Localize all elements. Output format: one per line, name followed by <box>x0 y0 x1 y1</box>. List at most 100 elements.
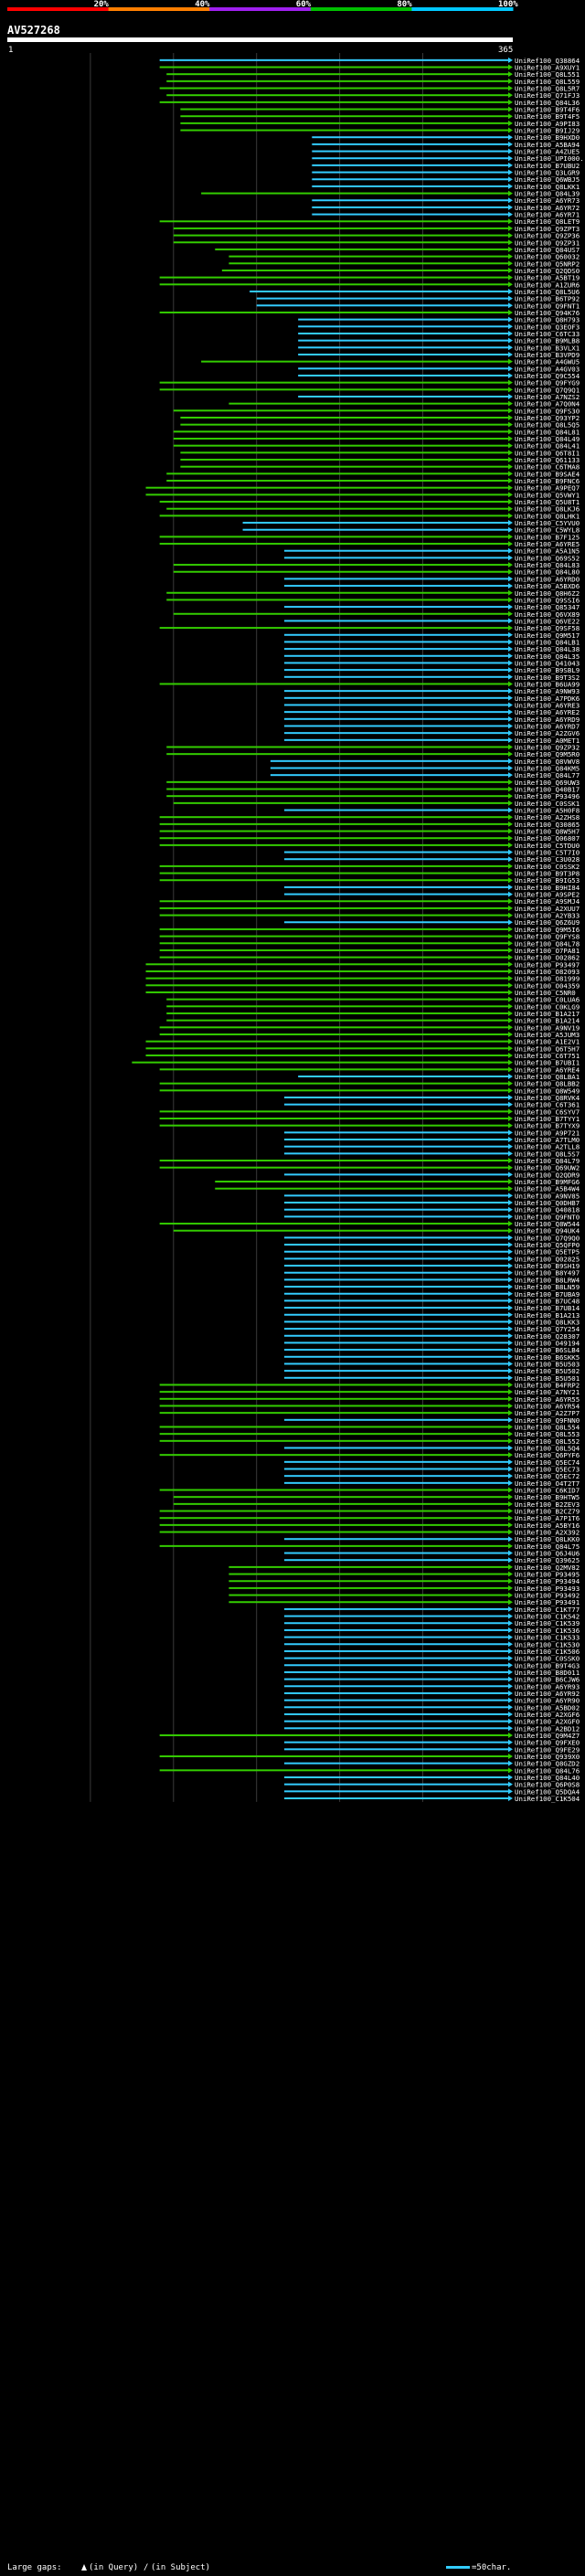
hit-label[interactable]: UniRef100_Q30865 <box>515 821 580 829</box>
hit-label[interactable]: UniRef100_A1ZUR6 <box>515 281 580 289</box>
hit-label[interactable]: UniRef100_Q6Z6U9 <box>515 918 580 927</box>
hit-label[interactable]: UniRef100_Q84L38 <box>515 645 580 653</box>
hit-label[interactable]: UniRef100_B1A214 <box>515 1017 580 1025</box>
hit-label[interactable]: UniRef100_Q7Q9Q0 <box>515 1234 580 1242</box>
hit-label[interactable]: UniRef100_A2XGF0 <box>515 1718 580 1726</box>
hit-label[interactable]: UniRef100_O7PA81 <box>515 947 580 955</box>
hit-label[interactable]: UniRef100_Q84L80 <box>515 568 580 577</box>
hit-label[interactable]: UniRef100_Q9FNT1 <box>515 302 580 310</box>
hit-label[interactable]: UniRef100_Q9FNT0 <box>515 1213 580 1221</box>
hit-label[interactable]: UniRef100_Q6P0S8 <box>515 1781 580 1789</box>
hit-label[interactable]: UniRef100_A0MET1 <box>515 737 580 745</box>
hit-label[interactable]: UniRef100_Q6T8I1 <box>515 449 580 457</box>
hit-label[interactable]: UniRef100_O49194 <box>515 1339 580 1347</box>
hit-label[interactable]: UniRef100_A9NV85 <box>515 1192 580 1200</box>
hit-label[interactable]: UniRef100_B7TYY1 <box>515 1115 580 1123</box>
hit-label[interactable]: UniRef100_Q84L39 <box>515 190 580 198</box>
hit-label[interactable]: UniRef100_O4T2T7 <box>515 1479 580 1488</box>
hit-label[interactable]: UniRef100_Q8LHK1 <box>515 512 580 520</box>
hit-label[interactable]: UniRef100_Q5U8T1 <box>515 498 580 506</box>
hit-label[interactable]: UniRef100_A5BY16 <box>515 1521 580 1530</box>
hit-label[interactable]: UniRef100_Q9ZP31 <box>515 239 580 247</box>
hit-label[interactable]: UniRef100_Q84L79 <box>515 1157 580 1165</box>
hit-label[interactable]: UniRef100_B6CJW6 <box>515 1676 580 1684</box>
hit-label[interactable]: UniRef100_C6SYV7 <box>515 1108 580 1116</box>
hit-label[interactable]: UniRef100_Q94K76 <box>515 309 580 317</box>
hit-label[interactable]: UniRef100_UPI000... <box>515 154 585 163</box>
hit-label[interactable]: UniRef100_B8LN59 <box>515 1283 580 1291</box>
hit-label[interactable]: UniRef100_A1E2V1 <box>515 1038 580 1046</box>
hit-label[interactable]: UniRef100_C3U028 <box>515 855 580 864</box>
hit-label[interactable]: UniRef100_B9MLB8 <box>515 337 580 345</box>
hit-label[interactable]: UniRef100_C1KT77 <box>515 1606 580 1614</box>
hit-label[interactable]: UniRef100_Q2QDS0 <box>515 267 580 275</box>
hit-label[interactable]: UniRef100_Q84L40 <box>515 1774 580 1782</box>
hit-label[interactable]: UniRef100_Q61133 <box>515 456 580 464</box>
hit-label[interactable]: UniRef100_P93493 <box>515 1585 580 1593</box>
hit-label[interactable]: UniRef100_A6YR90 <box>515 1697 580 1705</box>
hit-label[interactable]: UniRef100_B6SLB4 <box>515 1346 580 1354</box>
hit-label[interactable]: UniRef100_A6YRD7 <box>515 722 580 730</box>
hit-label[interactable]: UniRef100_A7TLM0 <box>515 1136 580 1144</box>
hit-label[interactable]: UniRef100_C1K536 <box>515 1627 580 1635</box>
hit-label[interactable]: UniRef100_C6T361 <box>515 1101 580 1109</box>
hit-label[interactable]: UniRef100_C1K530 <box>515 1640 580 1648</box>
hit-label[interactable]: UniRef100_B5U502 <box>515 1367 580 1375</box>
hit-label[interactable]: UniRef100_Q9SF58 <box>515 624 580 632</box>
hit-label[interactable]: UniRef100_Q3EOF3 <box>515 323 580 331</box>
hit-label[interactable]: UniRef100_A6YR92 <box>515 1690 580 1698</box>
hit-label[interactable]: UniRef100_P93497 <box>515 960 580 969</box>
hit-label[interactable]: UniRef100_Q8L5U6 <box>515 288 580 296</box>
hit-label[interactable]: UniRef100_Q84L76 <box>515 1766 580 1775</box>
hit-label[interactable]: UniRef100_B9T3P8 <box>515 870 580 878</box>
hit-label[interactable]: UniRef100_Q8LET9 <box>515 217 580 226</box>
hit-label[interactable]: UniRef100_Q5NRP2 <box>515 260 580 268</box>
hit-label[interactable]: UniRef100_Q41043 <box>515 659 580 667</box>
hit-label[interactable]: UniRef100_B9SBL9 <box>515 666 580 674</box>
hit-label[interactable]: UniRef100_Q0DHB7 <box>515 1199 580 1207</box>
hit-label[interactable]: UniRef100_Q28307 <box>515 1332 580 1341</box>
hit-label[interactable]: UniRef100_A5H0F8 <box>515 807 580 815</box>
hit-label[interactable]: UniRef100_B7UC48 <box>515 1297 580 1305</box>
hit-label[interactable]: UniRef100_O81999 <box>515 975 580 983</box>
hit-label[interactable]: UniRef100_C6TC33 <box>515 330 580 338</box>
hit-label[interactable]: UniRef100_A2Z7P7 <box>515 1409 580 1417</box>
hit-label[interactable]: UniRef100_Q6VX89 <box>515 610 580 619</box>
hit-label[interactable]: UniRef100_Q8L552 <box>515 1437 580 1446</box>
hit-label[interactable]: UniRef100_B7UBA9 <box>515 1290 580 1299</box>
hit-label[interactable]: UniRef100_Q7Q9Q1 <box>515 386 580 394</box>
hit-label[interactable]: UniRef100_A9SMJ4 <box>515 897 580 906</box>
hit-label[interactable]: UniRef100_P93496 <box>515 792 580 800</box>
hit-label[interactable]: UniRef100_B3VLX1 <box>515 344 580 352</box>
hit-label[interactable]: UniRef100_B9HTW5 <box>515 1493 580 1501</box>
hit-label[interactable]: UniRef100_Q6VE22 <box>515 617 580 625</box>
hit-label[interactable]: UniRef100_B9HXD0 <box>515 133 580 142</box>
hit-label[interactable]: UniRef100_Q8H793 <box>515 316 580 324</box>
hit-label[interactable]: UniRef100_Q9ZPT3 <box>515 225 580 233</box>
hit-label[interactable]: UniRef100_Q40B17 <box>515 786 580 794</box>
hit-label[interactable]: UniRef100_B9T4F5 <box>515 112 580 121</box>
hit-label[interactable]: UniRef100_C0LUA6 <box>515 996 580 1004</box>
hit-label[interactable]: UniRef100_B9FNC6 <box>515 477 580 485</box>
hit-label[interactable]: UniRef100_Q84US7 <box>515 246 580 254</box>
hit-label[interactable]: UniRef100_A2XUU7 <box>515 905 580 913</box>
hit-label[interactable]: UniRef100_Q8LKK0 <box>515 1535 580 1543</box>
hit-label[interactable]: UniRef100_Q2QDR9 <box>515 1171 580 1179</box>
hit-label[interactable]: UniRef100_C0KLG9 <box>515 1002 580 1011</box>
hit-label[interactable]: UniRef100_B9IJ29 <box>515 127 580 135</box>
hit-label[interactable]: UniRef100_A4GV03 <box>515 365 580 373</box>
hit-label[interactable]: UniRef100_A6YR55 <box>515 1395 580 1404</box>
hit-label[interactable]: UniRef100_B8LRW4 <box>515 1276 580 1284</box>
hit-label[interactable]: UniRef100_C5TDU0 <box>515 842 580 850</box>
hit-label[interactable]: UniRef100_A5B4W4 <box>515 1185 580 1193</box>
hit-label[interactable]: UniRef100_Q84L49 <box>515 435 580 443</box>
hit-label[interactable]: UniRef100_A6YRE4 <box>515 1065 580 1074</box>
hit-label[interactable]: UniRef100_Q69UW2 <box>515 1164 580 1172</box>
hit-label[interactable]: UniRef100_A7Q0N4 <box>515 400 580 408</box>
hit-label[interactable]: UniRef100_C5WYL8 <box>515 526 580 535</box>
hit-label[interactable]: UniRef100_C1K504 <box>515 1795 580 1803</box>
hit-label[interactable]: UniRef100_C0SSK2 <box>515 863 580 871</box>
hit-label[interactable]: UniRef100_Q9FYG9 <box>515 379 580 387</box>
hit-label[interactable]: UniRef100_Q8L5S7 <box>515 1150 580 1158</box>
hit-label[interactable]: UniRef100_Q9C554 <box>515 372 580 380</box>
